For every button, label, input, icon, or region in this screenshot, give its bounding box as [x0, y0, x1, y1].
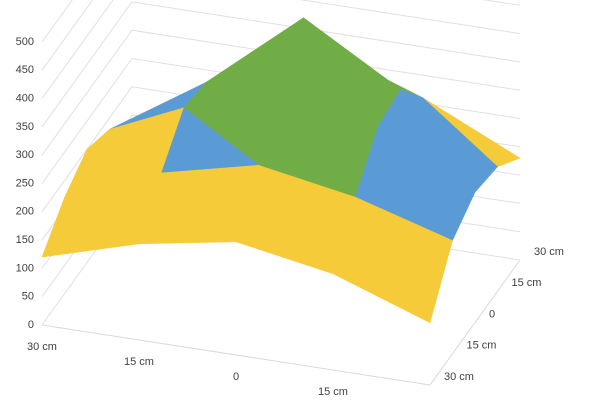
z-tick-label: 350	[16, 121, 34, 133]
y-tick-label: 30 cm	[444, 371, 474, 383]
grid-line	[41, 0, 521, 99]
y-tick-label: 15 cm	[467, 340, 497, 352]
z-tick-label: 250	[16, 177, 34, 189]
grid-line	[41, 1, 521, 128]
surface-facet	[332, 196, 431, 324]
axis-line	[41, 324, 431, 386]
y-tick-label: 15 cm	[512, 277, 542, 289]
z-tick-label: 300	[16, 149, 34, 161]
z-tick-label: 0	[28, 319, 34, 331]
surface-facet	[138, 172, 237, 245]
axis-line	[429, 259, 521, 386]
z-tick-label: 450	[16, 64, 34, 76]
z-tick-label: 100	[16, 262, 34, 274]
z-tick-label: 50	[22, 291, 34, 303]
x-tick-label: 0	[233, 371, 239, 383]
z-tick-label: 400	[16, 93, 34, 105]
y-tick-label: 0	[489, 308, 495, 320]
grid-line	[41, 0, 73, 43]
z-tick-label: 150	[16, 234, 34, 246]
surface-facet	[41, 197, 140, 258]
grid-line	[41, 29, 521, 156]
x-tick-label: 30 cm	[27, 341, 57, 353]
grid-line	[41, 0, 521, 71]
x-tick-label: 15 cm	[124, 356, 154, 368]
x-tick-label: 15 cm	[318, 386, 348, 398]
z-tick-label: 200	[16, 206, 34, 218]
y-tick-label: 30 cm	[534, 246, 564, 258]
z-tick-label: 500	[16, 36, 34, 48]
surface-facet	[235, 164, 334, 275]
